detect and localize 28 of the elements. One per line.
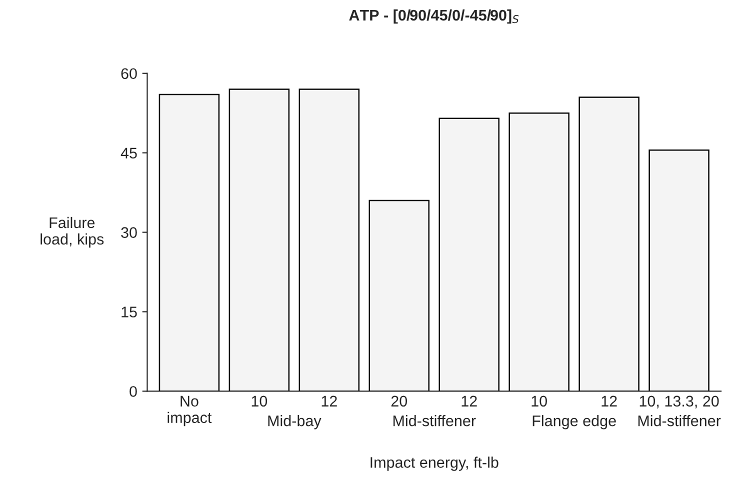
bar: [438, 118, 500, 392]
x-tick-label: 20: [391, 396, 408, 407]
text: Mid-bay: [268, 415, 322, 430]
y-tick-label: 15: [122, 306, 137, 318]
bar: [578, 96, 640, 392]
y-tick-label: 30: [121, 227, 137, 238]
bar: [158, 94, 220, 392]
bar: [228, 88, 290, 392]
x-tick-label: No impact: [168, 396, 212, 426]
x-tick-label: 10: [252, 396, 268, 407]
bar: [648, 150, 710, 392]
bar: [368, 200, 430, 392]
x-tick-label: 12: [602, 396, 617, 406]
text: Mid-stiffener: [393, 415, 476, 426]
y-tick-label: 45: [120, 148, 137, 158]
x-tick-label: 10: [532, 396, 547, 407]
text: Flange edge: [532, 415, 616, 430]
y-axis-title: Failure load, kips: [40, 216, 104, 248]
bar: [508, 112, 570, 392]
chart-title: ATP - [0/90/45/0/-45/90]$_{S}$: [349, 9, 519, 24]
y-tick-label: 0: [130, 386, 137, 397]
bar: [298, 88, 360, 392]
x-tick-label: 10, 13.3, 20: [640, 396, 719, 408]
x-tick-label: 12: [322, 396, 337, 406]
text: Mid-stiffener: [638, 415, 721, 426]
x-axis-title: Impact energy, ft-lb: [370, 456, 498, 471]
y-tick-label: 60: [121, 68, 137, 80]
x-tick-label: 12: [462, 396, 477, 406]
